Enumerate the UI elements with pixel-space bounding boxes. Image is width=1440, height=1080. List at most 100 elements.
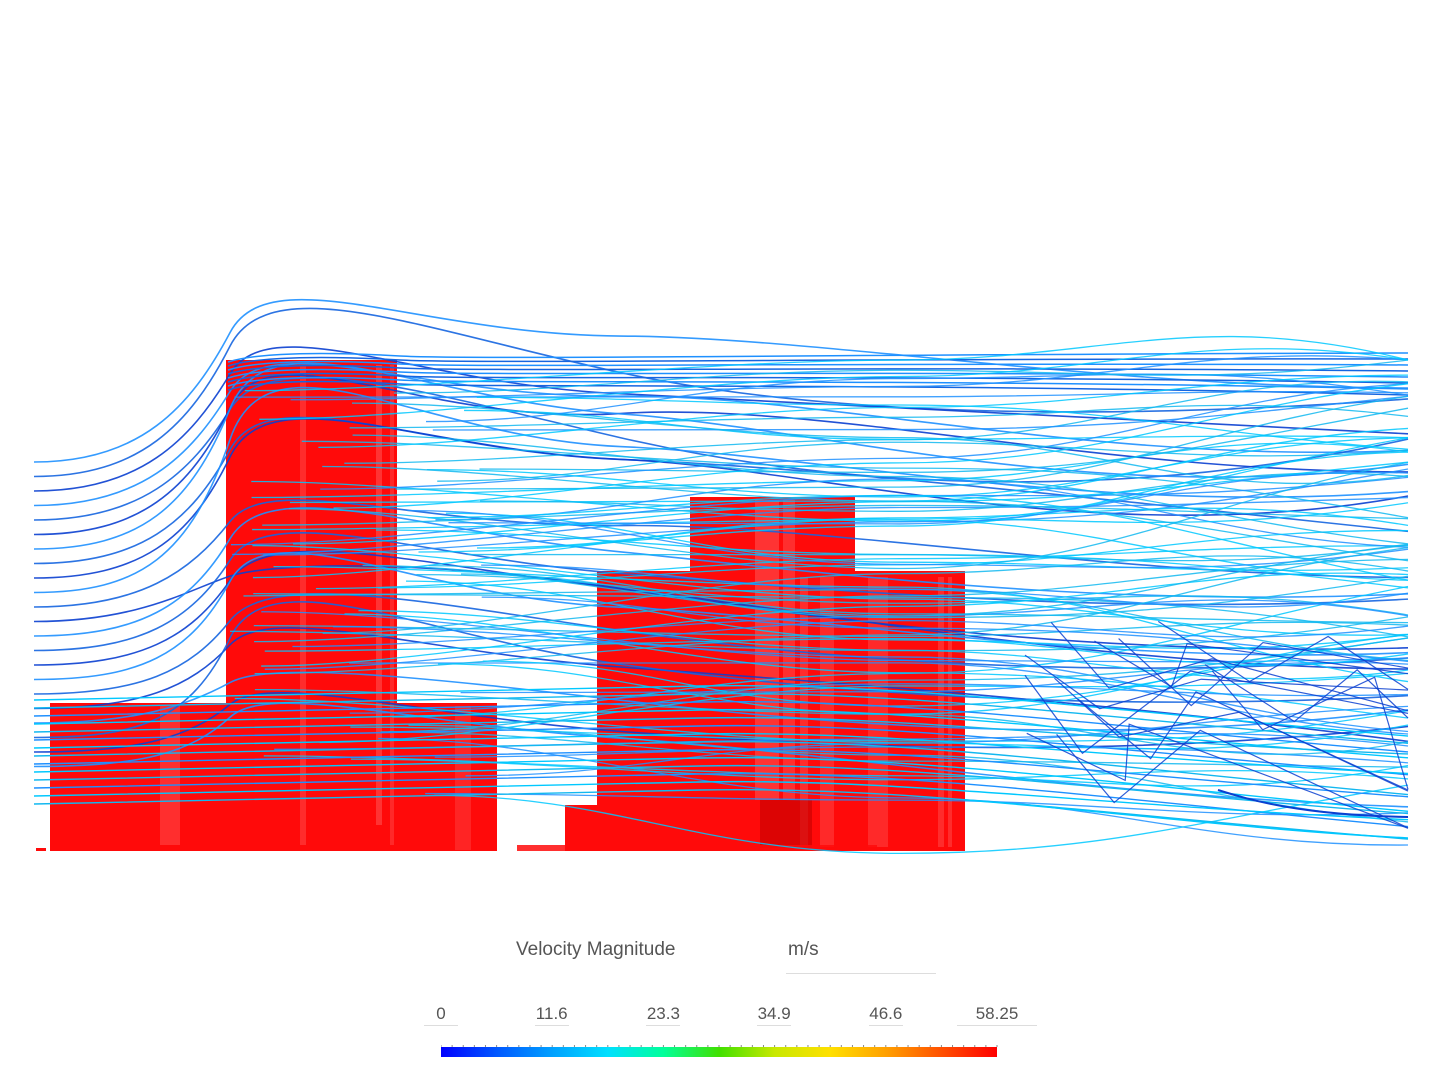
streamline (33, 692, 1409, 744)
streamline (253, 592, 1409, 638)
streamline (227, 352, 1409, 363)
streamline (388, 731, 1409, 768)
streamline (232, 496, 1409, 556)
streamline (352, 434, 1409, 545)
streamline (254, 547, 1409, 675)
streamline (252, 518, 1409, 581)
streamline (349, 404, 1409, 429)
streamline (252, 544, 1409, 636)
facade-shading (390, 365, 394, 845)
building-shadow (760, 800, 812, 848)
streamline (1211, 670, 1409, 790)
tick-label-underline (757, 1025, 792, 1026)
streamline (428, 565, 1409, 624)
streamline (301, 440, 1409, 519)
streamline (33, 748, 1409, 798)
facade-shading (160, 705, 180, 845)
streamline (435, 478, 1409, 548)
streamline (1118, 638, 1409, 707)
streamline (392, 585, 1409, 718)
streamline (33, 780, 1409, 821)
streamline (33, 507, 1409, 637)
streamline (33, 374, 1409, 536)
streamline (1050, 622, 1409, 712)
streamline (33, 377, 1409, 521)
streamlines-group (33, 298, 1409, 855)
legend-tick-label: 58.25 (975, 1004, 1019, 1023)
streamline (259, 348, 1409, 420)
streamline (333, 383, 1409, 509)
streamline (362, 543, 1409, 617)
legend-unit: m/s (788, 939, 819, 960)
streamline (33, 627, 1409, 743)
velocity-legend: Velocity Magnitude m/s 0 11.6 23.3 34.9 46.6… (410, 925, 1050, 1065)
streamline (479, 407, 1409, 474)
legend-tick-label: 23.3 (646, 1004, 680, 1023)
streamline (418, 451, 1409, 553)
tick-label-underline (868, 1025, 903, 1026)
streamline (1204, 664, 1409, 723)
streamline (448, 471, 1409, 525)
streamline (33, 772, 1409, 828)
streamline (466, 544, 1409, 562)
streamline (33, 593, 1409, 695)
streamline (251, 437, 1409, 522)
streamline (227, 380, 1409, 396)
streamline (481, 564, 1409, 608)
streamline (425, 792, 1409, 816)
streamline (227, 360, 1409, 371)
streamline (227, 356, 1409, 367)
legend-tick-label: 46.6 (869, 1004, 903, 1023)
streamline (33, 724, 1409, 776)
streamline (333, 626, 1409, 733)
streamline (476, 396, 1409, 450)
streamline (349, 662, 1409, 735)
streamline (434, 784, 1409, 855)
streamline (426, 437, 1409, 498)
streamline (33, 764, 1409, 815)
facade-shading (800, 577, 808, 847)
streamline (234, 391, 1409, 398)
streamline (1094, 640, 1409, 688)
ground-strip (517, 845, 877, 851)
tick-label-underline (646, 1025, 681, 1026)
streamline (254, 558, 1409, 643)
legend-tick-label: 0 (436, 1004, 446, 1023)
streamline (380, 637, 1409, 733)
streamline (33, 298, 1409, 463)
streamline (33, 740, 1409, 796)
unit-underline (786, 973, 936, 974)
streamline (262, 504, 1409, 526)
streamline (322, 555, 1409, 634)
building-block (565, 805, 597, 851)
streamline (964, 799, 1409, 839)
streamline (1157, 620, 1409, 690)
colorbar-gradient (441, 1047, 997, 1057)
streamline (264, 619, 1409, 670)
streamline (1056, 729, 1409, 829)
facade-shading (938, 577, 944, 847)
streamline (378, 737, 1409, 846)
streamline (464, 409, 1409, 441)
tick-label-underline (424, 1025, 458, 1026)
facade-shading (300, 365, 306, 845)
streamline (322, 465, 1409, 562)
streamline (480, 472, 1409, 512)
streamline (263, 755, 1409, 787)
streamline (426, 373, 1409, 423)
streamline (395, 395, 1409, 490)
building-block (226, 360, 397, 703)
streamline (1217, 789, 1409, 818)
legend-colorbar (441, 1045, 998, 1057)
streamline (482, 637, 1409, 707)
legend-tick-label: 34.9 (757, 1004, 791, 1023)
streamline (416, 573, 1409, 616)
streamline (251, 442, 1409, 499)
streamline (33, 716, 1409, 755)
tick-label-underline (534, 1025, 569, 1026)
tick-label-underline (957, 1025, 1037, 1026)
streamline (253, 621, 1409, 638)
streamline (344, 613, 1409, 719)
